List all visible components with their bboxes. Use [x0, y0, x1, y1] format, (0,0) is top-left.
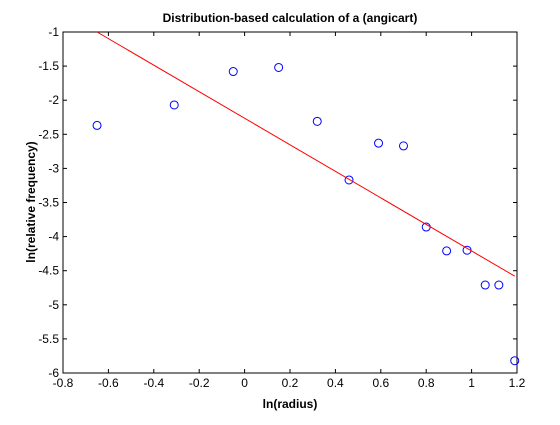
y-tick-label: -5.5 — [38, 332, 59, 346]
y-axis-label: ln(relative frequency) — [24, 141, 38, 262]
chart-title: Distribution-based calculation of a (ang… — [163, 11, 418, 25]
x-tick-label: -0.8 — [53, 376, 74, 390]
fit-line — [96, 31, 515, 277]
data-point — [169, 100, 179, 110]
y-tick-label: -2 — [48, 93, 59, 107]
axis-ticks — [62, 31, 518, 374]
y-tick-label: -5 — [48, 298, 59, 312]
x-tick-label: -0.4 — [143, 376, 164, 390]
y-tick-label: -4 — [48, 230, 59, 244]
x-tick-label: -0.6 — [98, 376, 119, 390]
x-tick-label: 0 — [241, 376, 248, 390]
x-tick-label: 0.8 — [418, 376, 435, 390]
data-point — [480, 280, 490, 290]
y-tick-label: -4.5 — [38, 264, 59, 278]
x-tick-label: 1.2 — [509, 376, 526, 390]
x-tick-labels: -0.8 -0.6 -0.4 -0.2 0 0.2 0.4 0.6 0.8 1 1.2 — [53, 376, 526, 390]
x-tick-label: 0.6 — [372, 376, 389, 390]
y-tick-label: -2.5 — [38, 127, 59, 141]
x-tick-label: 0.4 — [327, 376, 344, 390]
data-point — [228, 67, 238, 77]
data-point — [274, 62, 284, 72]
data-point — [312, 116, 322, 126]
y-tick-label: -1 — [48, 25, 59, 39]
y-tick-labels: -1 -1.5 -2 -2.5 -3 -3.5 -4 -4.5 -5 -5.5 -6 — [38, 25, 59, 380]
data-point — [442, 246, 452, 256]
x-tick-label: 1 — [468, 376, 475, 390]
data-point — [399, 141, 408, 151]
plot-area — [62, 31, 518, 374]
data-point — [494, 280, 504, 290]
y-tick-label: -1.5 — [38, 59, 59, 73]
y-tick-label: -3.5 — [38, 196, 59, 210]
data-point — [92, 120, 102, 130]
data-point — [374, 138, 384, 148]
y-tick-label: -6 — [48, 366, 59, 380]
data-point — [344, 175, 354, 185]
series-layer — [92, 31, 520, 366]
data-point — [510, 356, 520, 366]
y-tick-label: -3 — [48, 161, 59, 175]
x-tick-label: -0.2 — [189, 376, 210, 390]
x-axis-label: ln(radius) — [263, 397, 318, 411]
x-tick-label: 0.2 — [282, 376, 299, 390]
